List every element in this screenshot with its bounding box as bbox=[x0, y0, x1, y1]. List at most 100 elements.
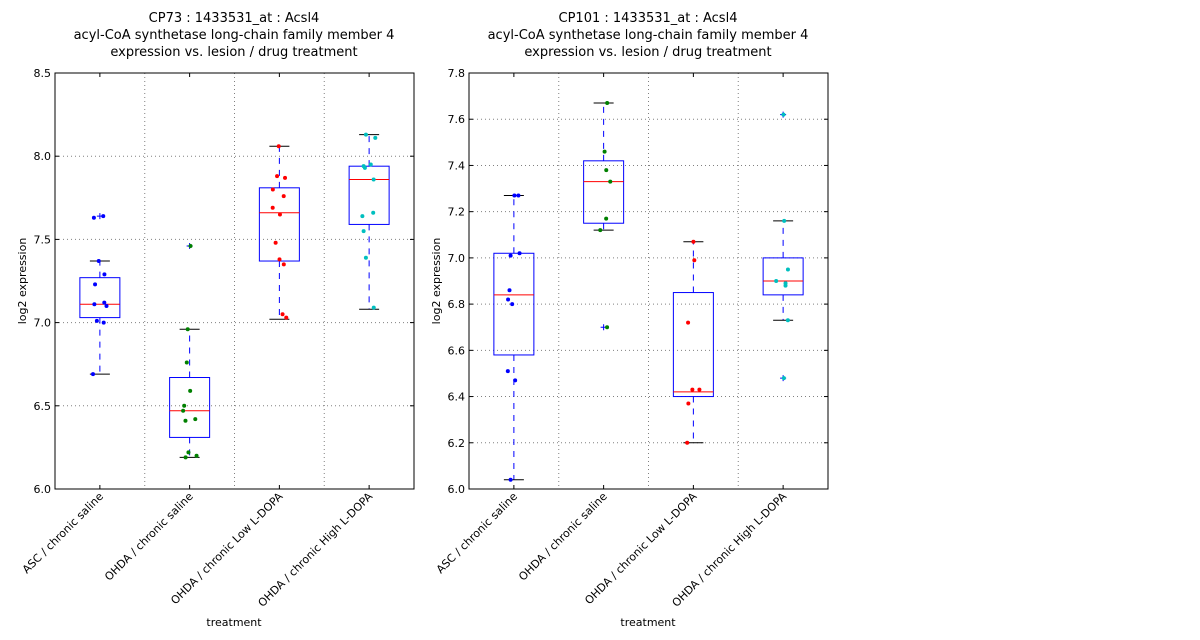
chart-title-line: expression vs. lesion / drug treatment bbox=[524, 45, 771, 60]
y-tick-label: 6.0 bbox=[448, 483, 466, 496]
data-point bbox=[280, 312, 285, 317]
data-point bbox=[363, 255, 368, 260]
box-4 bbox=[762, 111, 804, 382]
data-point bbox=[686, 320, 691, 325]
data-point bbox=[91, 215, 96, 220]
box-iqr bbox=[169, 377, 211, 438]
data-point bbox=[102, 272, 107, 277]
box-1 bbox=[79, 213, 121, 377]
axes-frame bbox=[54, 72, 415, 490]
box-iqr bbox=[79, 277, 121, 319]
data-point bbox=[785, 318, 790, 323]
data-point bbox=[361, 229, 366, 234]
y-tick-label: 8.5 bbox=[34, 67, 52, 80]
data-point bbox=[783, 283, 788, 288]
data-point bbox=[270, 205, 275, 210]
y-axis-label: log2 expression bbox=[430, 238, 443, 325]
data-point bbox=[277, 212, 282, 217]
box-2 bbox=[169, 243, 211, 460]
y-axis-label: log2 expression bbox=[16, 238, 29, 325]
data-point bbox=[598, 228, 603, 233]
data-point bbox=[94, 318, 99, 323]
data-point bbox=[101, 214, 106, 219]
x-tick-label: ASC / chronic saline bbox=[434, 490, 520, 576]
data-point bbox=[92, 302, 97, 307]
data-point bbox=[373, 135, 378, 140]
data-point bbox=[102, 300, 107, 305]
box-iqr bbox=[583, 160, 625, 224]
data-point bbox=[362, 165, 367, 170]
data-point bbox=[283, 175, 288, 180]
x-axis-label: treatment bbox=[206, 616, 262, 629]
data-point bbox=[774, 279, 779, 283]
box-iqr bbox=[672, 292, 714, 398]
data-point bbox=[685, 440, 690, 445]
box-2 bbox=[583, 101, 625, 331]
data-point bbox=[692, 258, 697, 263]
data-point bbox=[781, 112, 786, 117]
data-point bbox=[512, 193, 517, 198]
data-point bbox=[368, 162, 373, 167]
box-3 bbox=[258, 144, 300, 320]
y-tick-label: 6.4 bbox=[448, 391, 466, 404]
x-tick-label: ASC / chronic saline bbox=[20, 490, 106, 576]
chart-2: CP101 : 1433531_at : Acsl4 acyl-CoA synth… bbox=[430, 11, 829, 629]
data-point bbox=[194, 453, 199, 458]
box-iqr bbox=[493, 252, 535, 356]
data-point bbox=[104, 303, 109, 308]
y-tick-label: 6.2 bbox=[448, 437, 466, 450]
data-point bbox=[508, 253, 513, 258]
chart-title-line: expression vs. lesion / drug treatment bbox=[110, 45, 357, 60]
data-point bbox=[605, 101, 610, 106]
chart-1: CP73 : 1433531_at : Acsl4 acyl-CoA synthe… bbox=[16, 11, 415, 629]
axes-frame bbox=[468, 72, 829, 490]
y-tick-label: 7.4 bbox=[448, 159, 466, 172]
x-tick-label: OHDA / chronic saline bbox=[516, 490, 610, 584]
data-point bbox=[183, 455, 188, 460]
data-point bbox=[686, 401, 691, 406]
data-point bbox=[281, 194, 286, 199]
chart-title-line: acyl-CoA synthetase long-chain family me… bbox=[488, 28, 809, 43]
box-iqr bbox=[348, 165, 390, 225]
data-point bbox=[371, 177, 376, 182]
data-point bbox=[691, 239, 696, 244]
data-point bbox=[276, 144, 281, 149]
data-point bbox=[93, 282, 98, 287]
x-tick-label: OHDA / chronic saline bbox=[102, 490, 196, 584]
data-point bbox=[275, 174, 280, 179]
data-point bbox=[510, 302, 515, 307]
y-tick-label: 7.0 bbox=[448, 252, 466, 265]
data-point bbox=[697, 387, 702, 392]
data-point bbox=[517, 251, 522, 256]
y-tick-label: 6.8 bbox=[448, 298, 466, 311]
chart-title-line: acyl-CoA synthetase long-chain family me… bbox=[74, 28, 395, 43]
data-point bbox=[371, 210, 376, 215]
data-point bbox=[101, 320, 106, 325]
data-point bbox=[505, 369, 510, 374]
data-point bbox=[605, 325, 610, 330]
y-tick-label: 6.6 bbox=[448, 344, 466, 357]
data-point bbox=[785, 267, 790, 272]
data-point bbox=[184, 360, 189, 365]
data-point bbox=[781, 376, 786, 381]
data-point bbox=[363, 132, 368, 137]
data-point bbox=[188, 388, 193, 393]
chart-title-line: CP101 : 1433531_at : Acsl4 bbox=[559, 11, 738, 26]
data-point bbox=[284, 315, 289, 320]
chart-title-line: CP73 : 1433531_at : Acsl4 bbox=[149, 11, 320, 26]
data-point bbox=[188, 244, 193, 249]
data-point bbox=[604, 168, 609, 173]
data-point bbox=[183, 418, 188, 423]
data-point bbox=[270, 187, 275, 192]
data-point bbox=[690, 387, 695, 392]
data-point bbox=[602, 149, 607, 154]
data-point bbox=[281, 262, 286, 267]
data-point bbox=[608, 179, 613, 184]
y-tick-label: 6.5 bbox=[34, 400, 52, 413]
data-point bbox=[508, 477, 513, 482]
y-tick-label: 6.0 bbox=[34, 483, 52, 496]
x-axis-label: treatment bbox=[620, 616, 676, 629]
y-tick-label: 7.2 bbox=[448, 206, 466, 219]
data-point bbox=[181, 408, 186, 413]
